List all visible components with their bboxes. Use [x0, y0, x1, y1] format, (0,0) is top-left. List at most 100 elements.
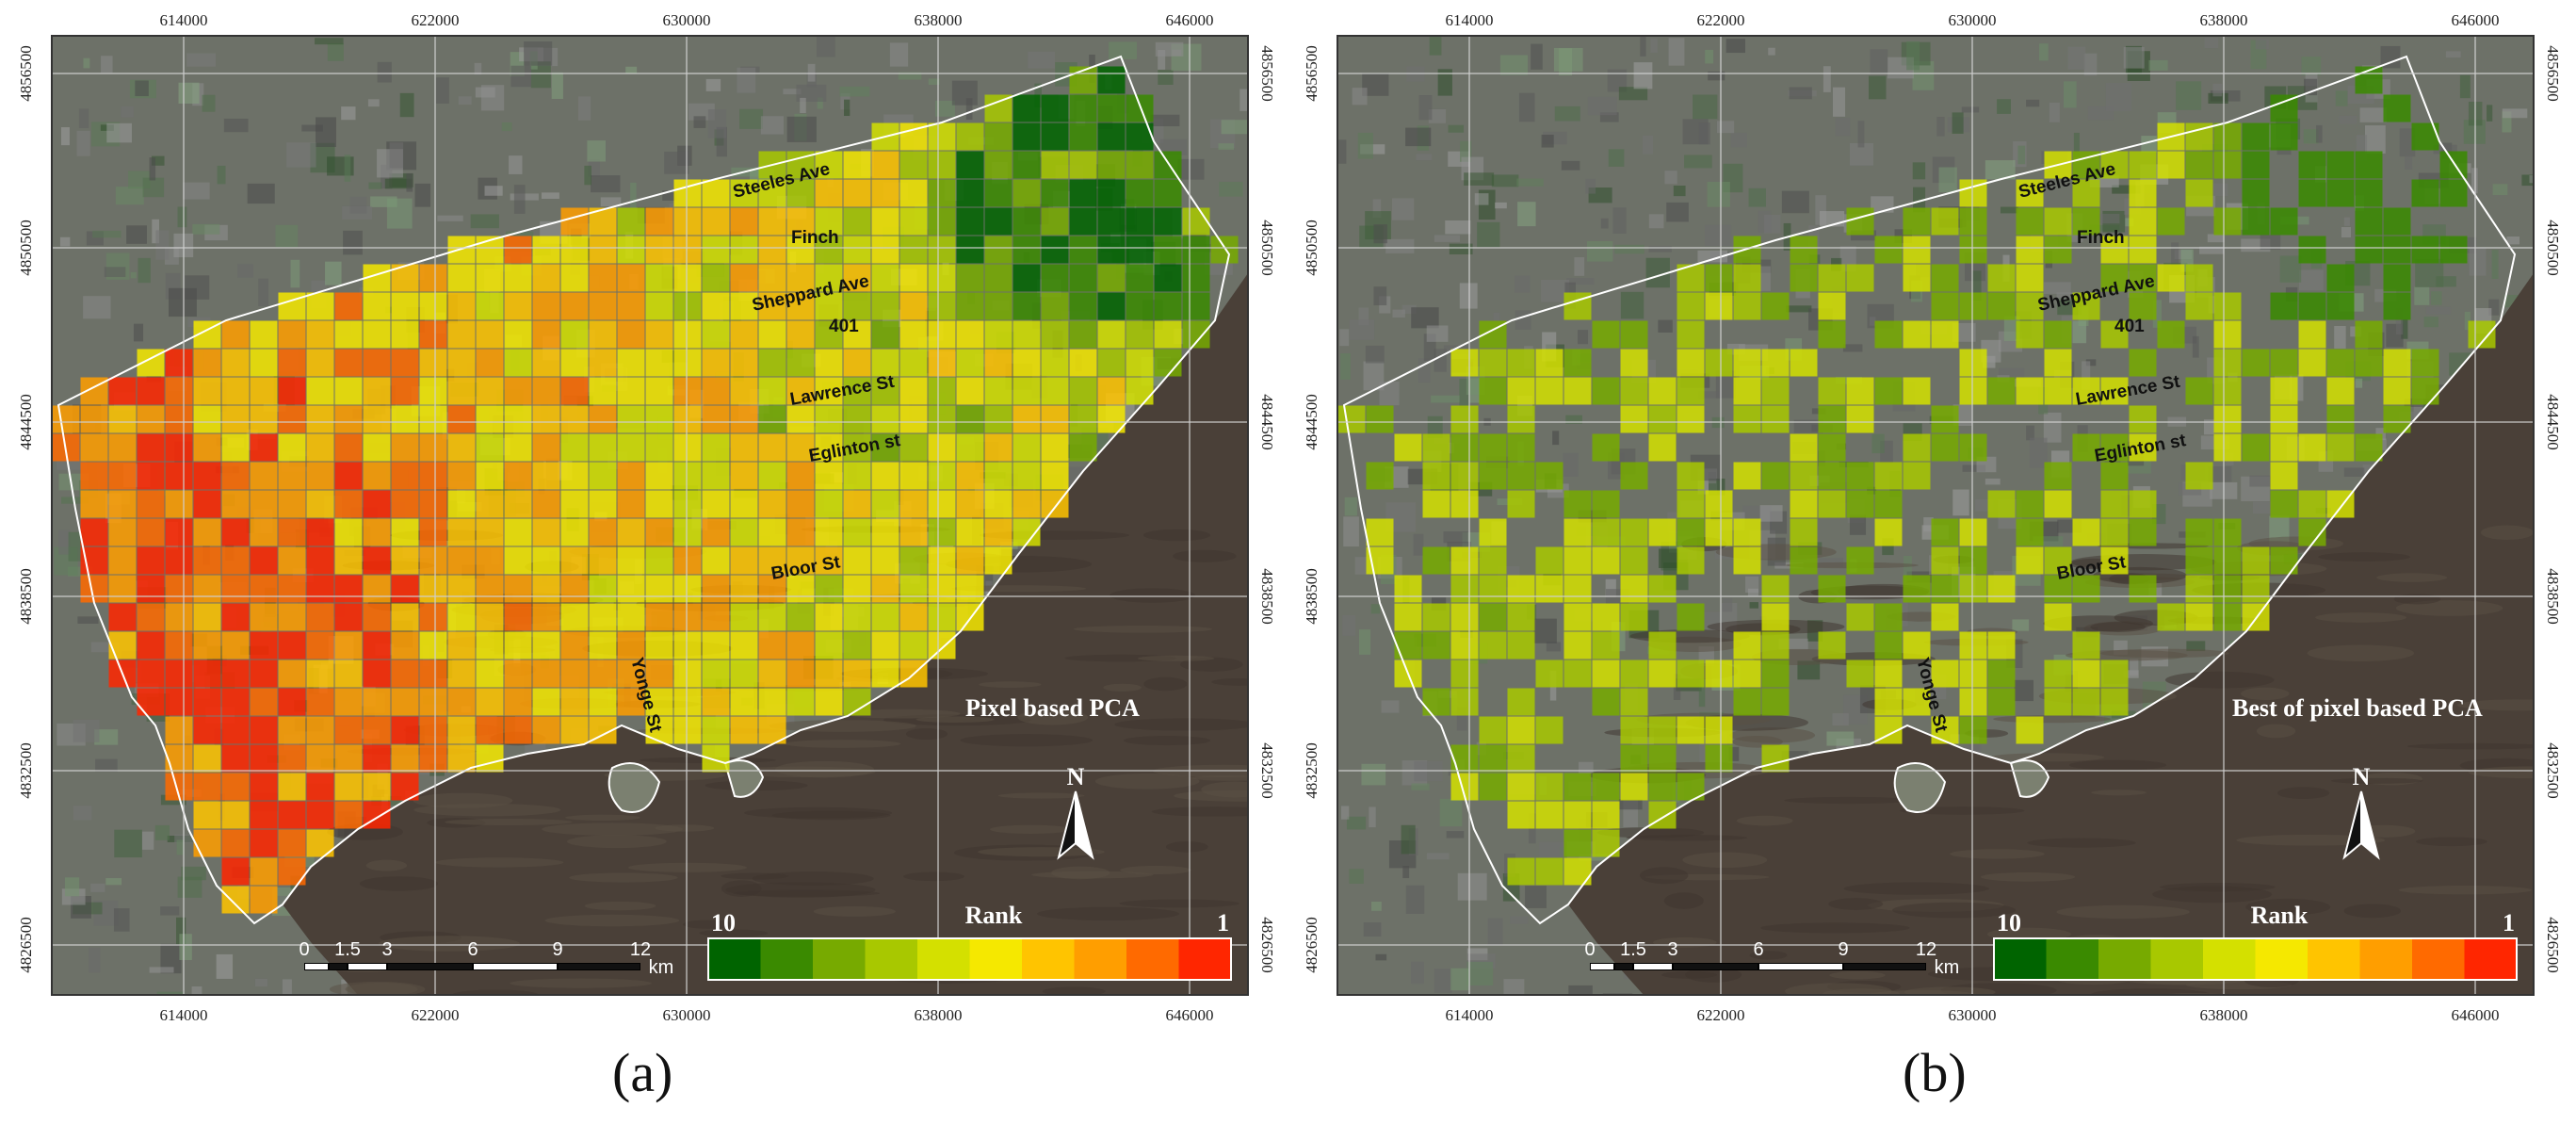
- rank-cell: [1507, 801, 1535, 829]
- rank-cell: [334, 433, 363, 462]
- rank-cell: [193, 377, 221, 405]
- rank-cell: [193, 433, 221, 462]
- rank-cell: [1648, 744, 1677, 773]
- rank-cell: [447, 405, 476, 433]
- rank-cell: [1648, 518, 1677, 546]
- rank-cell: [589, 660, 617, 688]
- rank-cell: [815, 660, 843, 688]
- rank-cell: [334, 631, 363, 660]
- rank-cell: [1987, 688, 2016, 716]
- rank-cell: [702, 433, 730, 462]
- rank-cell: [1931, 518, 1959, 546]
- y-tick-left: 4856500: [1303, 45, 1320, 102]
- rank-cell: [956, 575, 984, 603]
- rank-cell: [391, 292, 419, 320]
- rank-cell: [363, 631, 391, 660]
- rank-cell: [815, 546, 843, 575]
- rank-cell: [2326, 264, 2355, 292]
- rank-cell: [1903, 377, 1931, 405]
- rank-cell: [419, 631, 447, 660]
- rank-cell: [1846, 207, 1874, 236]
- rank-cell: [532, 405, 560, 433]
- rank-cell: [1366, 462, 1394, 490]
- rank-cell: [476, 490, 504, 518]
- rank-cell: [1507, 377, 1535, 405]
- rank-cell: [786, 292, 815, 320]
- rank-cell: [108, 575, 137, 603]
- rank-cell: [702, 320, 730, 349]
- rank-cell: [871, 433, 899, 462]
- legend-swatch: [1178, 938, 1231, 980]
- rank-cell: [2157, 320, 2185, 349]
- rank-cell: [278, 744, 306, 773]
- rank-cell: [1097, 66, 1126, 94]
- rank-cell: [221, 433, 250, 462]
- rank-cell: [2383, 94, 2411, 122]
- rank-cell: [278, 518, 306, 546]
- rank-cell: [334, 773, 363, 801]
- rank-cell: [2270, 292, 2298, 320]
- rank-cell: [1761, 688, 1790, 716]
- rank-cell: [2185, 462, 2213, 490]
- rank-cell: [758, 433, 786, 462]
- rank-cell: [645, 462, 673, 490]
- rank-cell: [108, 603, 137, 631]
- rank-cell: [1846, 405, 1874, 433]
- rank-cell: [2185, 575, 2213, 603]
- rank-cell: [899, 236, 928, 264]
- rank-cell: [447, 292, 476, 320]
- rank-cell: [476, 518, 504, 546]
- rank-cell: [1903, 433, 1931, 462]
- rank-cell: [2129, 264, 2157, 292]
- rank-cell: [786, 518, 815, 546]
- rank-cell: [2270, 433, 2298, 462]
- rank-cell: [1677, 546, 1705, 575]
- rank-cell: [447, 433, 476, 462]
- rank-cell: [1761, 349, 1790, 377]
- rank-cell: [1677, 377, 1705, 405]
- rank-cell: [1677, 349, 1705, 377]
- rank-cell: [532, 433, 560, 462]
- rank-cell: [758, 377, 786, 405]
- rank-cell: [532, 603, 560, 631]
- rank-cell: [871, 518, 899, 546]
- rank-cell: [1507, 857, 1535, 886]
- rank-cell: [363, 660, 391, 688]
- rank-cell: [250, 744, 278, 773]
- rank-cell: [80, 433, 108, 462]
- y-tick-right: 4850500: [1258, 220, 1276, 276]
- scale-segment: [348, 964, 386, 969]
- rank-cell: [843, 518, 871, 546]
- scale-label: 12: [630, 939, 651, 960]
- rank-cell: [1592, 801, 1620, 829]
- rank-cell: [1931, 207, 1959, 236]
- rank-cell: [758, 631, 786, 660]
- rank-cell: [2242, 575, 2270, 603]
- rank-cell: [815, 575, 843, 603]
- rank-cell: [278, 320, 306, 349]
- rank-cell: [1479, 546, 1507, 575]
- rank-cell: [1507, 405, 1535, 433]
- rank-cell: [2298, 433, 2326, 462]
- rank-cell: [250, 631, 278, 660]
- rank-cell: [1422, 546, 1450, 575]
- rank-cell: [2185, 151, 2213, 179]
- rank-cell: [1041, 377, 1069, 405]
- rank-cell: [2044, 207, 2072, 236]
- rank-cell: [532, 320, 560, 349]
- rank-cell: [1126, 377, 1154, 405]
- rank-cell: [108, 462, 137, 490]
- rank-cell: [1874, 660, 1903, 688]
- rank-cell: [2129, 518, 2157, 546]
- rank-cell: [165, 660, 193, 688]
- rank-cell: [504, 631, 532, 660]
- rank-cell: [673, 264, 702, 292]
- rank-cell: [786, 320, 815, 349]
- rank-cell: [2270, 546, 2298, 575]
- rank-cell: [363, 744, 391, 773]
- rank-cell: [2411, 236, 2439, 264]
- rank-cell: [928, 462, 956, 490]
- rank-cell: [193, 688, 221, 716]
- rank-cell: [1422, 490, 1450, 518]
- rank-cell: [815, 207, 843, 236]
